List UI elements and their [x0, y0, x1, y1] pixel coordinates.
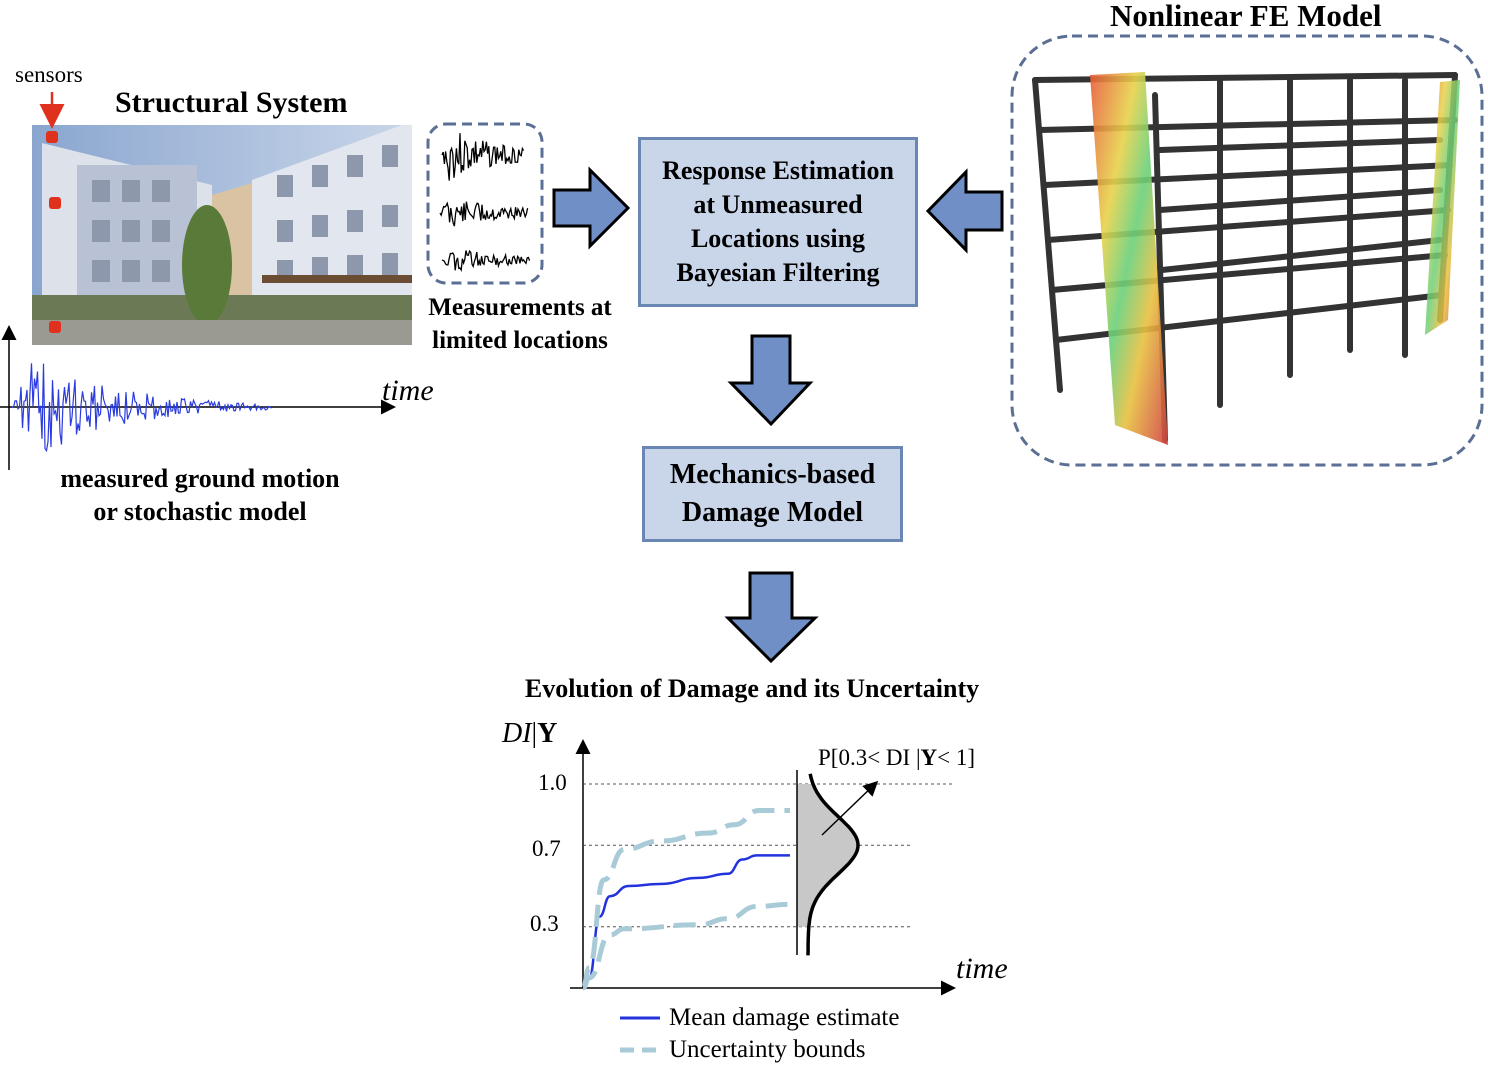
structural-system-title: Structural System [115, 86, 348, 119]
fe-shear-wall [1090, 72, 1168, 445]
arrow-down-icon [727, 334, 814, 427]
box-line: Bayesian Filtering [676, 258, 880, 287]
annotation-prefix: P[0.3< DI | [818, 745, 921, 770]
arrow-left-icon [925, 168, 1004, 254]
fe-shear-wall [1425, 80, 1460, 335]
box-line: Damage Model [681, 497, 864, 528]
arrow-down-icon [724, 571, 819, 664]
building-photo [32, 125, 412, 345]
measurement-waveform [441, 249, 531, 272]
chart-x-label: time [956, 952, 1008, 985]
sensor-dot [49, 321, 61, 333]
measurements-box [426, 122, 544, 285]
box-line: Mechanics-based [669, 459, 876, 490]
caption-line: or stochastic model [93, 497, 307, 526]
fe-model-box [1010, 34, 1484, 467]
probability-annotation: P[0.3< DI |Y< 1] [818, 745, 975, 771]
y-label-bold: Y [537, 718, 558, 749]
uncertainty-bound-line [580, 808, 790, 991]
box-line: at Unmeasured [693, 190, 863, 219]
annotation-suffix: < 1] [937, 745, 976, 770]
sensors-label: sensors [15, 62, 83, 87]
legend-label-mean: Mean damage estimate [669, 1004, 900, 1031]
measurement-waveform [439, 201, 529, 227]
y-tick-label: 1.0 [538, 770, 567, 795]
ground-motion-time-label: time [382, 374, 434, 407]
mean-damage-line [582, 854, 790, 990]
sensor-dot [49, 197, 61, 209]
y-label-italic: DI [502, 718, 532, 749]
distribution-fill [797, 784, 858, 927]
caption-line: Measurements at [428, 294, 612, 321]
annotation-bold: Y [920, 745, 938, 770]
caption-line: measured ground motion [60, 464, 340, 493]
y-tick-label: 0.7 [532, 836, 561, 861]
box-line: Response Estimation [662, 156, 894, 185]
measurements-caption: Measurements at limited locations [410, 291, 630, 357]
response-estimation-box: Response Estimation at Unmeasured Locati… [638, 137, 918, 307]
chart-y-label: DI|Y [502, 718, 557, 750]
ground-motion-caption: measured ground motion or stochastic mod… [20, 462, 380, 528]
arrow-right-icon [552, 166, 631, 250]
sensor-dot [46, 131, 58, 143]
distribution-curve [806, 773, 860, 956]
measurement-waveform [441, 133, 525, 181]
damage-model-box: Mechanics-based Damage Model [642, 446, 903, 542]
caption-line: limited locations [432, 327, 608, 354]
y-tick-label: 0.3 [530, 911, 559, 936]
legend-label-bounds: Uncertainty bounds [669, 1036, 866, 1063]
y-label-sep: | [531, 718, 538, 749]
uncertainty-bound-line [581, 901, 791, 991]
fe-model-title: Nonlinear FE Model [1110, 0, 1382, 33]
annotation-arrow [821, 780, 879, 836]
box-line: Locations using [690, 224, 866, 253]
ground-motion-waveform [11, 363, 272, 453]
damage-chart [570, 739, 956, 1053]
chart-title: Evolution of Damage and its Uncertainty [524, 674, 980, 703]
